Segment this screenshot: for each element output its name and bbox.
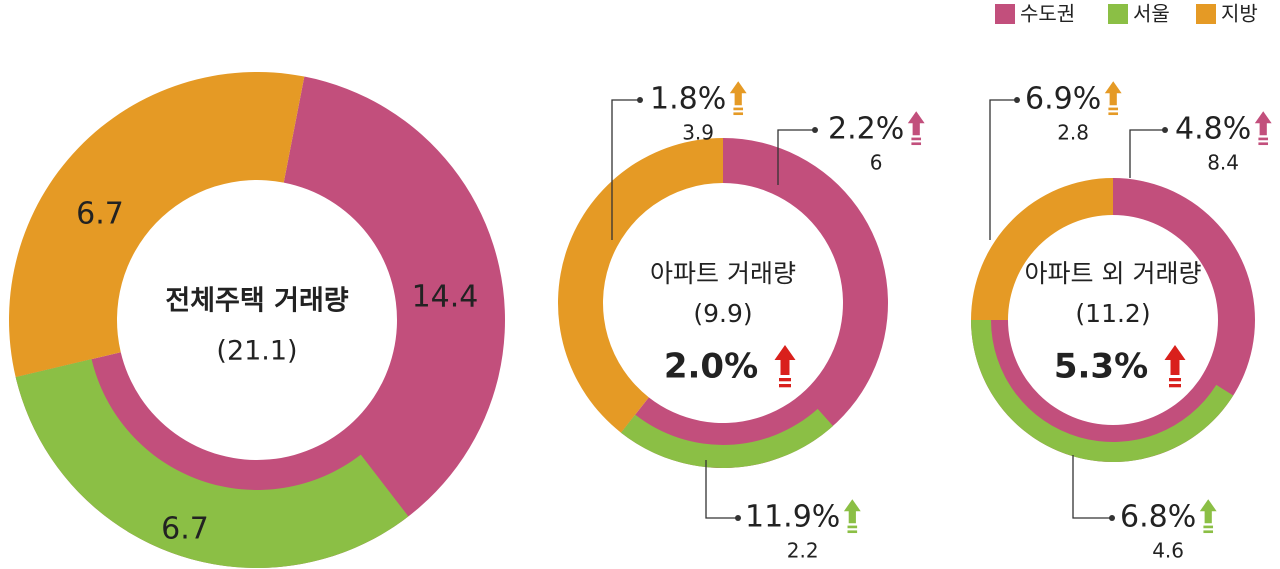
center-subtitle: (11.2) — [1075, 299, 1150, 328]
segment — [15, 359, 409, 569]
arrow-dash — [779, 384, 791, 388]
arrow-head — [1254, 111, 1272, 136]
center-title: 전체주택 거래량 — [165, 286, 348, 317]
center-title: 아파트 외 거래량 — [1025, 259, 1202, 288]
arrow-dash — [1169, 384, 1181, 388]
value-label: 6.7 — [161, 512, 209, 547]
leader-dot — [735, 515, 741, 521]
up-arrow — [774, 345, 796, 388]
arrow-dash — [1258, 142, 1269, 146]
leader-dot — [812, 127, 818, 133]
value-label: 8.4 — [1207, 151, 1239, 175]
segment — [621, 138, 889, 468]
change-label: 11.9% — [745, 500, 840, 535]
arrow-dash — [779, 378, 791, 382]
change-label: 6.9% — [1025, 82, 1101, 117]
arrow-dash — [1258, 137, 1269, 141]
arrow-dash — [911, 142, 922, 146]
arrow-dash — [1169, 378, 1181, 382]
arrow-dash — [911, 137, 922, 141]
arrow-head — [774, 345, 796, 375]
change-label: 2.2% — [828, 112, 904, 147]
value-label: 2.8 — [1057, 121, 1089, 145]
legend-label: 서울 — [1133, 2, 1170, 26]
arrow-dash — [733, 107, 744, 111]
leader-line — [611, 99, 640, 240]
arrow-head — [1199, 499, 1217, 524]
arrow-head — [729, 81, 747, 106]
value-label: 3.9 — [682, 121, 714, 145]
arrow-dash — [1203, 525, 1214, 529]
legend-swatch — [1196, 4, 1216, 24]
up-arrow — [1164, 345, 1186, 388]
center-subtitle: (9.9) — [693, 299, 752, 328]
segment — [971, 320, 1234, 463]
up-arrow — [1104, 81, 1122, 116]
up-arrow — [1254, 111, 1272, 146]
leader-dot — [1014, 97, 1020, 103]
segment — [8, 72, 305, 378]
arrow-head — [907, 111, 925, 136]
change-label: 6.8% — [1120, 500, 1196, 535]
up-arrow — [729, 81, 747, 116]
legend-swatch — [995, 4, 1015, 24]
up-arrow — [907, 111, 925, 146]
arrow-head — [1104, 81, 1122, 106]
up-arrow — [843, 499, 861, 534]
segment — [621, 408, 834, 469]
value-label: 2.2 — [787, 539, 819, 563]
leader-line — [989, 99, 1017, 240]
legend-label: 수도권 — [1020, 2, 1075, 26]
leader-line — [705, 460, 738, 519]
arrow-head — [843, 499, 861, 524]
value-label: 6.7 — [76, 197, 124, 232]
arrow-dash — [1203, 530, 1214, 534]
arrow-dash — [1108, 107, 1119, 111]
leader-dot — [1109, 515, 1115, 521]
leader-line — [1129, 129, 1165, 178]
leader-line — [777, 129, 815, 185]
leader-dot — [1162, 127, 1168, 133]
segment — [971, 178, 1113, 320]
center-title: 아파트 거래량 — [650, 259, 796, 288]
center-subtitle: (21.1) — [216, 336, 297, 367]
arrow-dash — [847, 525, 858, 529]
arrow-head — [1164, 345, 1186, 375]
legend-swatch — [1108, 4, 1128, 24]
arrow-dash — [733, 112, 744, 116]
value-label: 14.4 — [412, 280, 479, 315]
arrow-dash — [847, 530, 858, 534]
change-label: 1.8% — [650, 82, 726, 117]
legend-label: 지방 — [1221, 2, 1258, 26]
change-label: 4.8% — [1175, 112, 1251, 147]
up-arrow — [1199, 499, 1217, 534]
center-change: 2.0% — [664, 347, 758, 387]
arrow-dash — [1108, 112, 1119, 116]
value-label: 4.6 — [1152, 539, 1184, 563]
leader-line — [1072, 455, 1112, 519]
leader-dot — [637, 97, 643, 103]
center-change: 5.3% — [1054, 347, 1148, 387]
value-label: 6 — [870, 151, 883, 175]
segment — [558, 138, 723, 433]
